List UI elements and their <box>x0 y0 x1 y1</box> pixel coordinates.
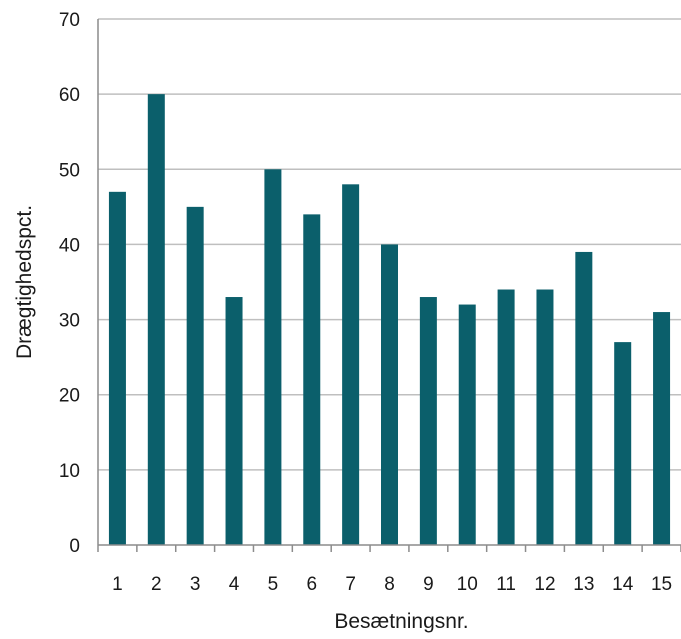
y-tick-label: 60 <box>59 85 80 106</box>
x-tick-label: 14 <box>612 574 634 595</box>
bar <box>458 304 476 545</box>
x-tick-label: 5 <box>268 574 279 595</box>
bar <box>653 312 671 545</box>
x-tick-label: 6 <box>306 574 317 595</box>
y-tick-label: 50 <box>59 160 80 181</box>
y-axis-ticks: 0 10 20 30 40 50 60 70 <box>59 10 80 557</box>
x-tick-label: 12 <box>534 574 555 595</box>
bar <box>419 297 437 545</box>
x-axis-ticks: 1 2 3 4 5 6 7 8 9 10 11 12 13 14 15 <box>112 574 672 595</box>
x-tick-label: 8 <box>384 574 395 595</box>
bar <box>575 251 593 545</box>
x-tick-label: 1 <box>112 574 123 595</box>
y-tick-label: 70 <box>59 10 80 31</box>
x-tick-label: 7 <box>345 574 356 595</box>
bars <box>108 94 671 546</box>
y-tick-label: 30 <box>59 311 80 332</box>
y-tick-label: 10 <box>59 461 80 482</box>
bar <box>225 297 243 545</box>
x-axis <box>97 19 681 552</box>
x-tick-label: 2 <box>151 574 162 595</box>
x-axis-title: Besætningsnr. <box>334 610 468 633</box>
y-tick-label: 20 <box>59 386 80 407</box>
x-tick-label: 10 <box>457 574 478 595</box>
y-tick-label: 40 <box>59 235 80 256</box>
y-axis-title: Drægtighedspct. <box>13 205 36 359</box>
x-tick-label: 15 <box>651 574 672 595</box>
bar <box>264 169 282 546</box>
bar <box>497 289 515 545</box>
bar <box>108 191 126 546</box>
x-tick-label: 3 <box>190 574 201 595</box>
bar <box>303 214 321 545</box>
bar <box>147 94 165 546</box>
x-tick-label: 9 <box>423 574 434 595</box>
x-tick-label: 4 <box>229 574 240 595</box>
y-tick-label: 0 <box>69 536 80 557</box>
bar <box>536 289 554 545</box>
bar <box>614 342 632 545</box>
bar <box>186 206 204 545</box>
x-tick-label: 11 <box>496 574 516 595</box>
bar <box>381 244 398 545</box>
x-tick-label: 13 <box>573 574 594 595</box>
bar <box>342 184 360 546</box>
